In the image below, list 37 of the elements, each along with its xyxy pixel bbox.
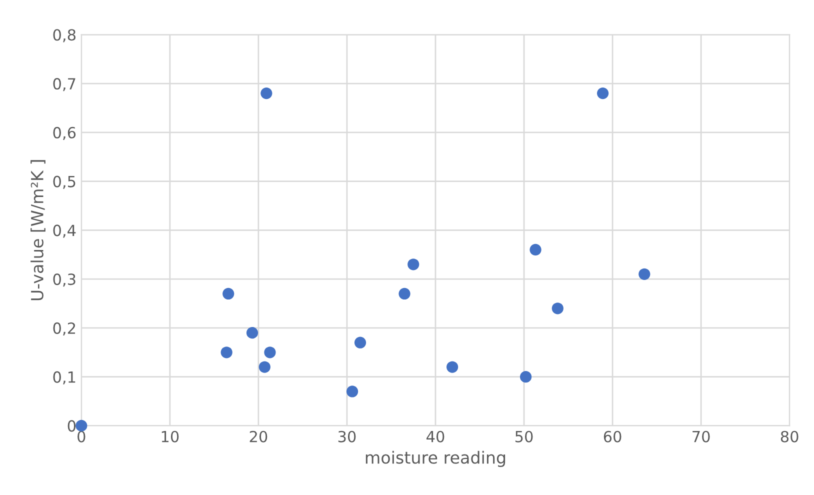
- point: [408, 258, 420, 270]
- point: [220, 346, 232, 358]
- point: [260, 87, 272, 100]
- y-tick-label: 0,5: [53, 176, 76, 189]
- point: [446, 361, 458, 373]
- y-tick-label: 0,2: [53, 322, 76, 336]
- point: [398, 288, 410, 300]
- point: [76, 420, 88, 432]
- point: [638, 268, 650, 280]
- y-tick-label: 0,8: [53, 29, 76, 42]
- x-tick-label: 60: [604, 430, 622, 442]
- y-tick-label: 0,4: [53, 224, 76, 238]
- point: [520, 371, 532, 383]
- y-tick-label: 0,3: [53, 274, 76, 287]
- y-axis-title: U-value [W/m²K ]: [30, 160, 46, 300]
- y-tick-label: 0,1: [53, 371, 76, 384]
- point: [222, 288, 234, 300]
- x-axis-title: moisture reading: [366, 450, 506, 468]
- point: [354, 336, 366, 348]
- x-tick-label: 0: [78, 430, 86, 442]
- point: [596, 87, 609, 100]
- x-tick-label: 50: [515, 430, 533, 442]
- x-tick-label: 20: [250, 430, 268, 442]
- point: [258, 361, 270, 373]
- point: [552, 302, 564, 314]
- x-tick-label: 70: [692, 430, 710, 442]
- point: [530, 244, 542, 256]
- point: [246, 327, 258, 339]
- point: [264, 346, 276, 358]
- x-tick-label: 40: [426, 430, 444, 442]
- y-tick-label: 0,6: [53, 126, 76, 140]
- point: [346, 386, 358, 398]
- x-tick-label: 10: [162, 430, 179, 442]
- x-tick-label: 30: [338, 430, 356, 442]
- x-tick-label: 80: [780, 430, 798, 442]
- y-tick-label: 0,7: [53, 78, 76, 92]
- y-tick-label: 0: [68, 420, 76, 432]
